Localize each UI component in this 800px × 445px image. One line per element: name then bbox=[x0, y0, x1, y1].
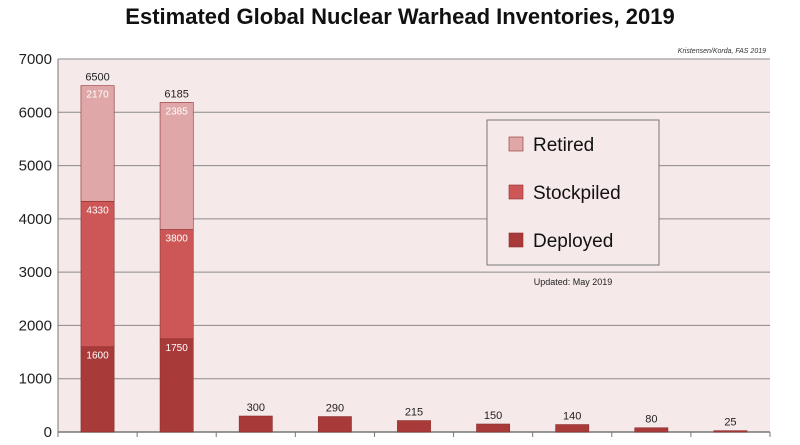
data-label-deployed: 1750 bbox=[166, 343, 189, 354]
data-label-total: 80 bbox=[645, 414, 657, 426]
data-label-total: 150 bbox=[484, 410, 502, 422]
bar-stockpiled bbox=[80, 200, 115, 348]
bar-retired bbox=[80, 85, 115, 202]
y-tick-label: 3000 bbox=[19, 264, 52, 281]
data-label-stockpiled: 3800 bbox=[166, 234, 189, 245]
legend-label-retired: Retired bbox=[533, 135, 594, 156]
bar-deployed bbox=[555, 424, 590, 433]
y-tick-label: 1000 bbox=[19, 371, 52, 388]
bar-deployed bbox=[159, 338, 194, 433]
bar-stockpiled bbox=[159, 229, 194, 340]
data-label-total: 25 bbox=[724, 417, 736, 429]
updated-note: Updated: May 2019 bbox=[534, 277, 613, 287]
legend-label-stockpiled: Stockpiled bbox=[533, 183, 621, 204]
data-label-retired: 2385 bbox=[166, 106, 189, 117]
y-tick-label: 7000 bbox=[19, 51, 52, 68]
data-label-retired: 2170 bbox=[86, 90, 109, 101]
data-label-deployed: 1600 bbox=[86, 351, 109, 362]
bar-deployed bbox=[397, 420, 431, 433]
data-label-total: 140 bbox=[563, 411, 581, 423]
credit-text: Kristensen/Korda, FAS 2019 bbox=[678, 48, 766, 55]
y-tick-label: 4000 bbox=[19, 211, 52, 228]
bar-deployed bbox=[80, 346, 115, 433]
legend-swatch-stockpiled bbox=[508, 184, 524, 200]
data-label-total: 290 bbox=[326, 403, 344, 415]
data-label-total: 300 bbox=[247, 402, 265, 414]
legend-swatch-deployed bbox=[508, 232, 524, 248]
y-tick-label: 0 bbox=[44, 424, 52, 441]
data-label-total: 6185 bbox=[164, 88, 188, 100]
bar-deployed bbox=[634, 427, 669, 433]
legend-swatch-retired bbox=[508, 136, 524, 152]
y-tick-label: 5000 bbox=[19, 158, 52, 175]
data-label-total: 6500 bbox=[85, 72, 109, 84]
bar-deployed bbox=[713, 430, 748, 433]
legend-label-deployed: Deployed bbox=[533, 231, 613, 252]
data-label-stockpiled: 4330 bbox=[86, 205, 109, 216]
bar-retired bbox=[159, 102, 194, 230]
bar-deployed bbox=[238, 415, 273, 433]
data-label-total: 215 bbox=[405, 407, 423, 419]
bar-deployed bbox=[476, 423, 511, 433]
y-tick-label: 2000 bbox=[19, 317, 52, 334]
y-tick-label: 6000 bbox=[19, 104, 52, 121]
chart-title: Estimated Global Nuclear Warhead Invento… bbox=[125, 4, 675, 29]
bar-deployed bbox=[317, 416, 352, 433]
